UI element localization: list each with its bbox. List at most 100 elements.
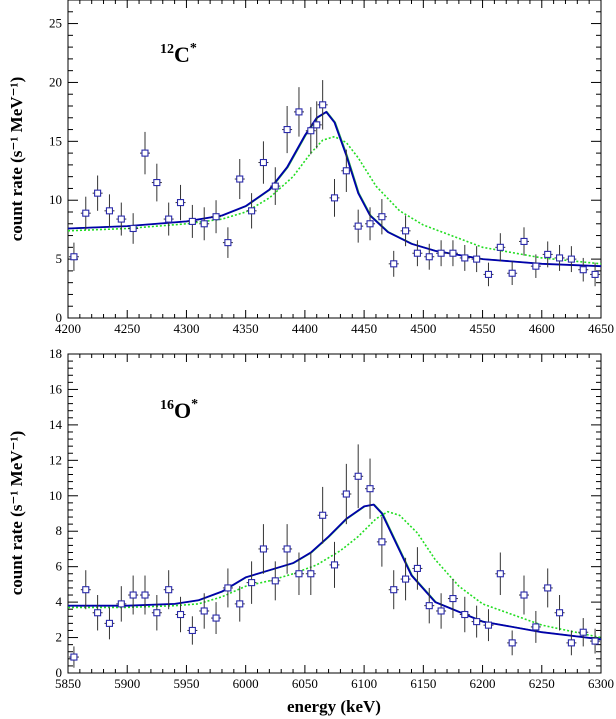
y-tick-label: 8: [56, 523, 63, 538]
point-marker: [591, 637, 599, 645]
excited-star: *: [190, 41, 197, 56]
data-point: [163, 202, 174, 236]
data-point: [341, 463, 352, 525]
data-point: [329, 541, 340, 588]
point-marker: [330, 561, 339, 569]
data-point: [341, 149, 352, 192]
fit-curve-solid: [68, 503, 601, 641]
point-marker: [473, 255, 481, 263]
point-marker: [555, 609, 564, 617]
point-marker: [496, 243, 504, 251]
y-tick-label: 20: [49, 74, 62, 89]
y-tick-label: 25: [49, 16, 62, 31]
y-tick-label: 2: [56, 630, 63, 645]
isotope-label: 16O*: [160, 397, 198, 423]
data-point: [151, 163, 162, 202]
x-axis-label: energy (keV): [287, 697, 381, 716]
point-marker: [82, 586, 90, 594]
data-point: [175, 184, 186, 221]
data-point: [222, 568, 233, 608]
x-tick-label: 4250: [114, 321, 140, 336]
point-marker: [200, 220, 208, 228]
data-point: [459, 596, 470, 633]
data-point: [590, 262, 601, 287]
data-point: [424, 587, 435, 624]
excited-star: *: [191, 397, 198, 412]
point-marker: [259, 158, 267, 167]
point-marker: [354, 472, 362, 480]
point-marker: [117, 215, 125, 223]
point-marker: [508, 639, 516, 647]
point-marker: [425, 253, 433, 261]
point-marker: [461, 610, 469, 619]
data-point: [530, 610, 541, 643]
panel-carbon: 4200 4250 4300 4350 4400 4450 4500 4550 4600 4650…: [7, 0, 614, 336]
point-marker: [141, 591, 149, 599]
y-tick-label: 0: [56, 310, 63, 325]
point-marker: [413, 249, 421, 257]
point-marker: [94, 609, 102, 617]
data-point: [80, 196, 91, 230]
y-tick-label: 14: [49, 417, 63, 432]
x-tick-label: 4650: [588, 321, 614, 336]
point-marker: [212, 614, 220, 622]
data-point: [80, 570, 91, 610]
x-tick-label: 4450: [351, 321, 377, 336]
x-tick-label: 6100: [351, 676, 377, 691]
data-point: [151, 595, 162, 631]
data-point: [471, 246, 482, 273]
y-tick-label: 4: [56, 594, 63, 609]
data-point: [412, 547, 423, 590]
data-point: [376, 517, 387, 567]
point-marker: [484, 621, 493, 629]
plot-area: [68, 444, 601, 668]
data-point: [376, 199, 387, 235]
point-marker: [176, 199, 185, 207]
point-marker: [520, 237, 528, 245]
point-marker: [248, 579, 256, 587]
data-point: [353, 444, 364, 509]
point-marker: [544, 584, 552, 592]
data-point: [211, 200, 222, 234]
data-point: [507, 261, 518, 286]
data-point: [566, 246, 577, 273]
data-point: [554, 595, 565, 631]
x-tick-label: 4550: [470, 321, 496, 336]
data-point: [566, 630, 577, 656]
data-point: [542, 241, 553, 268]
data-point: [483, 262, 494, 287]
data-point: [305, 552, 316, 596]
x-tick-label: 6150: [410, 676, 436, 691]
y-tick-label: 0: [56, 665, 63, 680]
point-marker: [473, 618, 481, 626]
panel-oxygen: 5850 5900 5950 6000 6050 6100 6150 6200 6250 6300…: [7, 346, 614, 691]
plot-frame: [67, 0, 602, 319]
fit-curve-solid: [68, 110, 601, 268]
point-marker: [165, 215, 173, 223]
data-point: [471, 605, 482, 638]
data-point: [104, 607, 115, 640]
data-point: [246, 193, 257, 229]
point-marker: [153, 609, 161, 617]
data-point: [270, 167, 281, 205]
point-marker: [165, 586, 173, 594]
point-marker: [141, 149, 149, 157]
x-tick-label: 6000: [233, 676, 259, 691]
point-marker: [94, 189, 102, 197]
point-marker: [271, 577, 279, 585]
point-marker: [307, 127, 315, 135]
data-point: [270, 561, 281, 601]
data-point: [388, 250, 399, 277]
data-point: [495, 552, 506, 596]
point-marker: [129, 224, 137, 233]
data-point: [519, 575, 530, 615]
point-marker: [544, 250, 552, 258]
data-point: [187, 204, 198, 238]
point-marker: [402, 227, 410, 235]
point-marker: [437, 249, 445, 257]
point-marker: [259, 545, 267, 553]
point-marker: [153, 179, 161, 187]
data-point: [578, 257, 589, 282]
element-symbol: O: [174, 398, 191, 423]
data-point: [507, 630, 518, 656]
